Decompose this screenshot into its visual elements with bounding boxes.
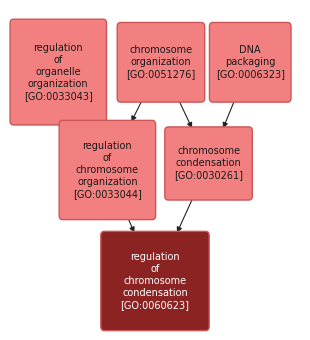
Text: regulation
of
chromosome
organization
[GO:0033044]: regulation of chromosome organization [G…: [73, 141, 142, 199]
Text: chromosome
condensation
[GO:0030261]: chromosome condensation [GO:0030261]: [174, 147, 243, 181]
FancyBboxPatch shape: [10, 19, 107, 125]
Text: regulation
of
chromosome
condensation
[GO:0060623]: regulation of chromosome condensation [G…: [121, 252, 189, 310]
FancyBboxPatch shape: [101, 231, 209, 330]
FancyBboxPatch shape: [210, 22, 291, 102]
FancyBboxPatch shape: [165, 127, 252, 200]
FancyBboxPatch shape: [117, 22, 205, 102]
Text: regulation
of
organelle
organization
[GO:0033043]: regulation of organelle organization [GO…: [24, 43, 93, 101]
FancyBboxPatch shape: [59, 120, 156, 220]
Text: DNA
packaging
[GO:0006323]: DNA packaging [GO:0006323]: [216, 45, 285, 79]
Text: chromosome
organization
[GO:0051276]: chromosome organization [GO:0051276]: [126, 45, 196, 79]
